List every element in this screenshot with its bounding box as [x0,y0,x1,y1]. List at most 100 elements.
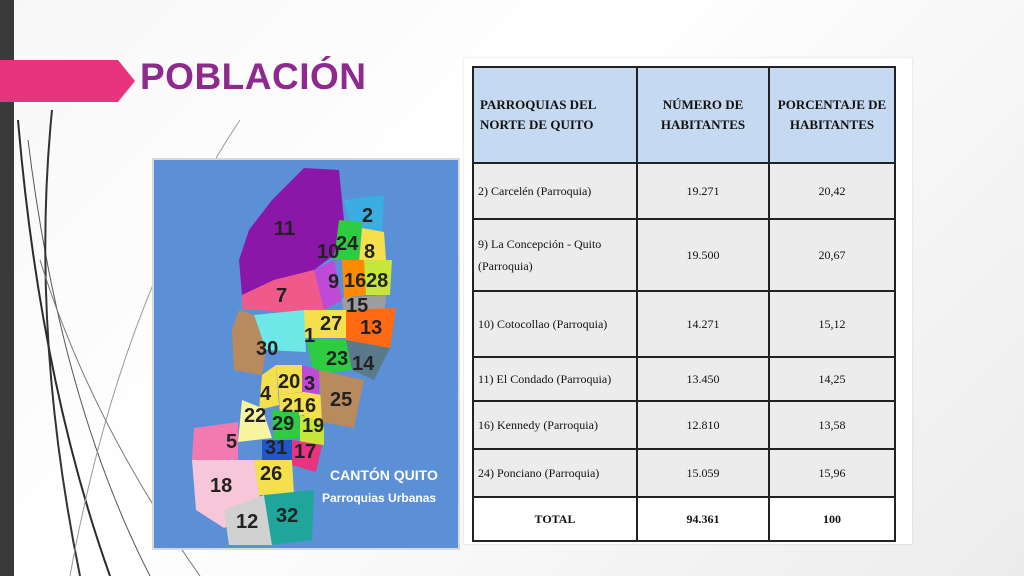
region-1 [254,310,306,352]
parish-number: 30 [256,338,278,360]
total-label: TOTAL [472,496,638,542]
table-header-row: PARROQUIAS DEL NORTE DE QUITO NÚMERO DE … [472,66,896,164]
parish-number: 20 [278,371,300,393]
parish-number: 18 [210,475,232,497]
region-5 [192,422,238,460]
parish-number: 19 [302,415,324,437]
region-4 [259,365,279,410]
cell-habitantes: 15.059 [636,448,770,498]
parish-number: 27 [320,313,342,335]
region-28 [364,260,392,295]
cell-name: 2) Carcelén (Parroquia) [472,162,638,220]
cell-porcentaje: 15,96 [768,448,896,498]
region-6 [304,392,322,422]
page-title: POBLACIÓN [140,56,367,97]
parish-number: 13 [360,317,382,339]
map-label-title: CANTÓN QUITO [330,466,438,483]
table-total-row: TOTAL 94.361 100 [472,496,896,542]
parish-number: 2 [362,205,373,227]
cell-porcentaje: 13,58 [768,400,896,450]
parish-number: 32 [276,505,298,527]
region-29 [272,410,300,440]
parish-number: 12 [236,511,258,533]
cell-habitantes: 19.500 [636,218,770,292]
region-27 [304,310,346,338]
parish-number: 23 [326,348,348,370]
parish-number: 29 [272,413,294,435]
region-3 [302,365,319,395]
region-23 [306,338,352,375]
region-31 [262,440,292,460]
map-label-subtitle: Parroquias Urbanas [322,491,436,505]
cell-name: 10) Cotocollao (Parroquia) [472,290,638,358]
table-row: 9) La Concepción - Quito (Parroquia) 19.… [472,218,896,292]
table-row: 16) Kennedy (Parroquia) 12.810 13,58 [472,400,896,450]
table-row: 11) El Condado (Parroquia) 13.450 14,25 [472,356,896,402]
population-table-card: PARROQUIAS DEL NORTE DE QUITO NÚMERO DE … [464,58,912,544]
region-22 [238,400,272,442]
parish-number: 22 [244,405,266,427]
region-16 [342,260,366,298]
parish-number: 10 [317,241,339,263]
cell-habitantes: 19.271 [636,162,770,220]
parish-number: 9 [328,271,339,293]
parish-number: 4 [260,383,272,405]
region-8 [359,228,386,262]
population-table: PARROQUIAS DEL NORTE DE QUITO NÚMERO DE … [472,66,896,542]
title-accent-arrow [0,60,135,102]
parish-number: 28 [366,270,388,292]
parish-number: 5 [226,431,237,453]
region-20 [276,365,302,395]
region-12 [224,495,272,545]
header-habitantes: NÚMERO DE HABITANTES [636,66,770,164]
region-13 [346,308,396,348]
parish-number: 17 [294,441,316,463]
cell-porcentaje: 14,25 [768,356,896,402]
parish-number: 15 [346,295,368,317]
parish-number: 26 [260,463,282,485]
region-11 [239,168,344,295]
region-7 [242,270,329,315]
parish-number: 7 [276,285,287,307]
region-26 [254,460,294,495]
cell-habitantes: 14.271 [636,290,770,358]
cell-name: 24) Ponciano (Parroquia) [472,448,638,498]
parish-number: 11 [274,218,295,240]
quito-parish-map: 11 2 10 24 8 7 9 16 28 15 27 13 1 30 23 … [152,158,460,550]
region-17 [292,440,322,472]
parish-number: 21 [282,395,304,417]
cell-habitantes: 13.450 [636,356,770,402]
total-habitantes: 94.361 [636,496,770,542]
decorative-lines [17,109,241,576]
region-19 [300,415,324,445]
table-row: 10) Cotocollao (Parroquia) 14.271 15,12 [472,290,896,358]
parish-number: 3 [304,373,315,395]
left-dark-bar [0,0,14,576]
header-porcentaje: PORCENTAJE DE HABITANTES [768,66,896,164]
table-row: 24) Ponciano (Parroquia) 15.059 15,96 [472,448,896,498]
region-32 [264,490,314,545]
cell-name: 9) La Concepción - Quito (Parroquia) [472,218,638,292]
cell-name: 11) El Condado (Parroquia) [472,356,638,402]
cell-habitantes: 12.810 [636,400,770,450]
parish-number: 24 [336,233,359,255]
region-25 [319,370,364,428]
total-porcentaje: 100 [768,496,896,542]
region-9 [314,260,342,310]
parish-number: 16 [344,270,366,292]
table-row: 2) Carcelén (Parroquia) 19.271 20,42 [472,162,896,220]
parish-number: 25 [330,389,352,411]
parish-number: 1 [304,325,315,347]
region-24 [334,220,362,260]
cell-porcentaje: 20,42 [768,162,896,220]
region-14 [346,340,390,380]
cell-porcentaje: 15,12 [768,290,896,358]
parish-number: 6 [305,395,316,417]
parish-number: 31 [265,437,287,459]
parish-number: 14 [352,353,375,375]
header-parroquias: PARROQUIAS DEL NORTE DE QUITO [472,66,638,164]
parish-number: 8 [364,241,375,263]
cell-name: 16) Kennedy (Parroquia) [472,400,638,450]
region-30 [232,310,266,375]
cell-porcentaje: 20,67 [768,218,896,292]
